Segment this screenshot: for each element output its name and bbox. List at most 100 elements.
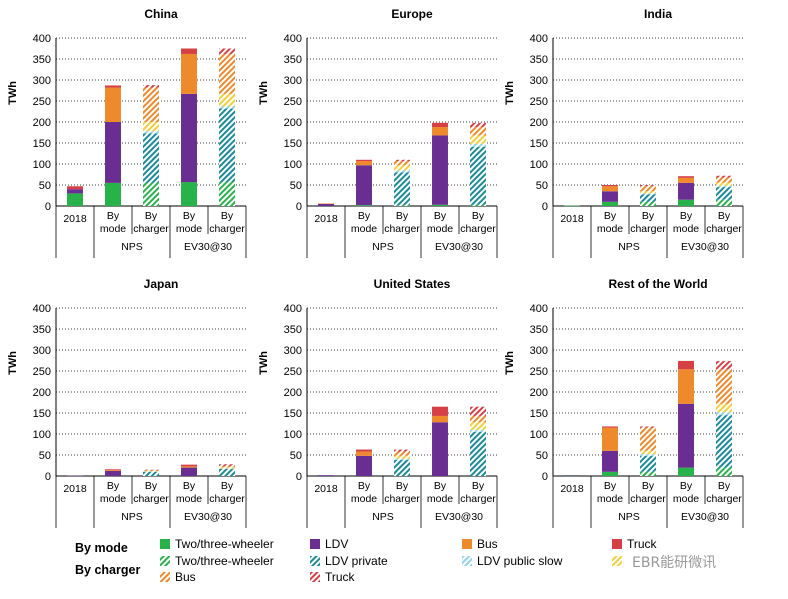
bar-segment-two-three (564, 205, 580, 207)
bar-segment-bus (678, 177, 694, 183)
bar-segment-bus (432, 127, 448, 136)
bar-segment-truck (678, 360, 694, 370)
bar-segment-ldv (678, 182, 694, 200)
bar-segment-bus (470, 415, 486, 423)
legend-entry-label: Truck (325, 570, 356, 584)
bar-segment-truck (602, 426, 618, 428)
bar-segment-ldv-public-slow (394, 170, 410, 173)
bar-segment-truck (219, 464, 235, 466)
bar-segment-truck (716, 175, 732, 178)
bar-segment-two-three (219, 182, 235, 206)
bar-segment-ldv-public-fast (394, 165, 410, 171)
bar-segment-ldv-private (716, 415, 732, 468)
y-tick-label: 200 (284, 117, 302, 129)
bar-segment-bus (181, 53, 197, 94)
y-tick-label: 100 (530, 159, 548, 171)
bar-segment-ldv-public-fast (143, 470, 159, 472)
x-tick-label: By (680, 480, 693, 492)
bar-segment-ldv (67, 189, 83, 194)
group-label: NPS (618, 511, 640, 523)
bar-segment-two-three (602, 201, 618, 206)
x-tick-label: 2018 (560, 483, 584, 495)
bar-segment-bus (105, 87, 121, 122)
y-tick-label: 150 (530, 408, 548, 420)
y-axis-label: TWh (7, 81, 19, 105)
y-tick-label: 350 (530, 54, 548, 66)
y-tick-label: 150 (284, 138, 302, 150)
y-tick-label: 250 (530, 96, 548, 108)
x-tick-label: mode (427, 223, 453, 235)
x-tick-label: mode (351, 493, 377, 505)
x-tick-label: 2018 (314, 483, 338, 495)
bar-segment-ldv (181, 93, 197, 183)
bar-segment-ldv-private (143, 133, 159, 183)
group-label: EV30@30 (184, 241, 232, 253)
x-tick-label: mode (597, 223, 623, 235)
y-tick-label: 200 (530, 117, 548, 129)
bar-segment-ldv-public-fast (470, 135, 486, 144)
bar-segment-truck (143, 469, 159, 471)
bar-segment-two-three (678, 467, 694, 476)
group-label: NPS (372, 511, 394, 523)
x-tick-label: By (642, 480, 655, 492)
y-tick-label: 250 (284, 96, 302, 108)
y-tick-label: 200 (33, 387, 51, 399)
bar-segment-bus (219, 53, 235, 94)
x-tick-label: mode (427, 493, 453, 505)
y-tick-label: 300 (530, 345, 548, 357)
y-tick-label: 50 (39, 180, 51, 192)
bar-segment-two-three (67, 193, 83, 206)
bar-segment-ldv-private (640, 194, 656, 202)
bar-segment-ldv-public-slow (143, 471, 159, 472)
y-tick-label: 350 (33, 324, 51, 336)
bar-segment-bus (318, 203, 334, 204)
bar-segment-ldv-public-slow (716, 412, 732, 416)
bar-segment-two-three (716, 199, 732, 206)
x-tick-label: By (604, 480, 617, 492)
x-tick-label: charger (384, 223, 420, 235)
bar-segment-ldv (318, 203, 334, 206)
bar-segment-ldv-private (394, 172, 410, 206)
bar-segment-truck (602, 185, 618, 187)
legend-swatch (160, 556, 170, 566)
y-tick-label: 50 (39, 450, 51, 462)
watermark-text: EBR能研微讯 (632, 555, 717, 571)
x-tick-label: By (145, 480, 158, 492)
legend-swatch (160, 572, 170, 582)
group-label: NPS (121, 241, 143, 253)
legend-entry-label: Bus (477, 537, 498, 551)
y-tick-label: 250 (33, 96, 51, 108)
bar-segment-two-three (564, 475, 580, 477)
x-tick-label: By (221, 210, 234, 222)
y-tick-label: 0 (45, 471, 51, 483)
bar-segment-ldv (432, 422, 448, 476)
bar-segment-ldv (67, 475, 83, 477)
legend-by-mode-label: By mode (75, 541, 128, 555)
bar-segment-two-three (394, 205, 410, 206)
y-tick-label: 0 (542, 201, 548, 213)
bar-segment-bus (356, 451, 372, 456)
bar-segment-ldv-public-slow (640, 454, 656, 456)
x-tick-label: mode (100, 223, 126, 235)
x-tick-label: mode (673, 493, 699, 505)
x-tick-label: By (358, 480, 371, 492)
bar-segment-ldv-private (394, 460, 410, 476)
bar-segment-truck (394, 449, 410, 452)
y-tick-label: 0 (542, 471, 548, 483)
bar-segment-bus (602, 427, 618, 451)
chart-title: China (144, 7, 178, 21)
legend-entry-label: LDV public slow (477, 554, 563, 568)
bar-segment-ldv (678, 403, 694, 468)
group-label: EV30@30 (681, 241, 729, 253)
bar-segment-bus (356, 161, 372, 166)
y-tick-label: 150 (284, 408, 302, 420)
x-tick-label: By (221, 480, 234, 492)
bar-segment-ldv-private (640, 455, 656, 472)
bar-segment-truck (394, 159, 410, 162)
x-tick-label: charger (209, 493, 245, 505)
legend: By mode By charger Two/three-wheeler LDV Bus… (75, 537, 658, 584)
legend-entry-label: LDV private (325, 554, 388, 568)
y-tick-label: 400 (284, 33, 302, 45)
bar-segment-bus (181, 466, 197, 468)
bar-segment-ldv-public-slow (394, 458, 410, 461)
